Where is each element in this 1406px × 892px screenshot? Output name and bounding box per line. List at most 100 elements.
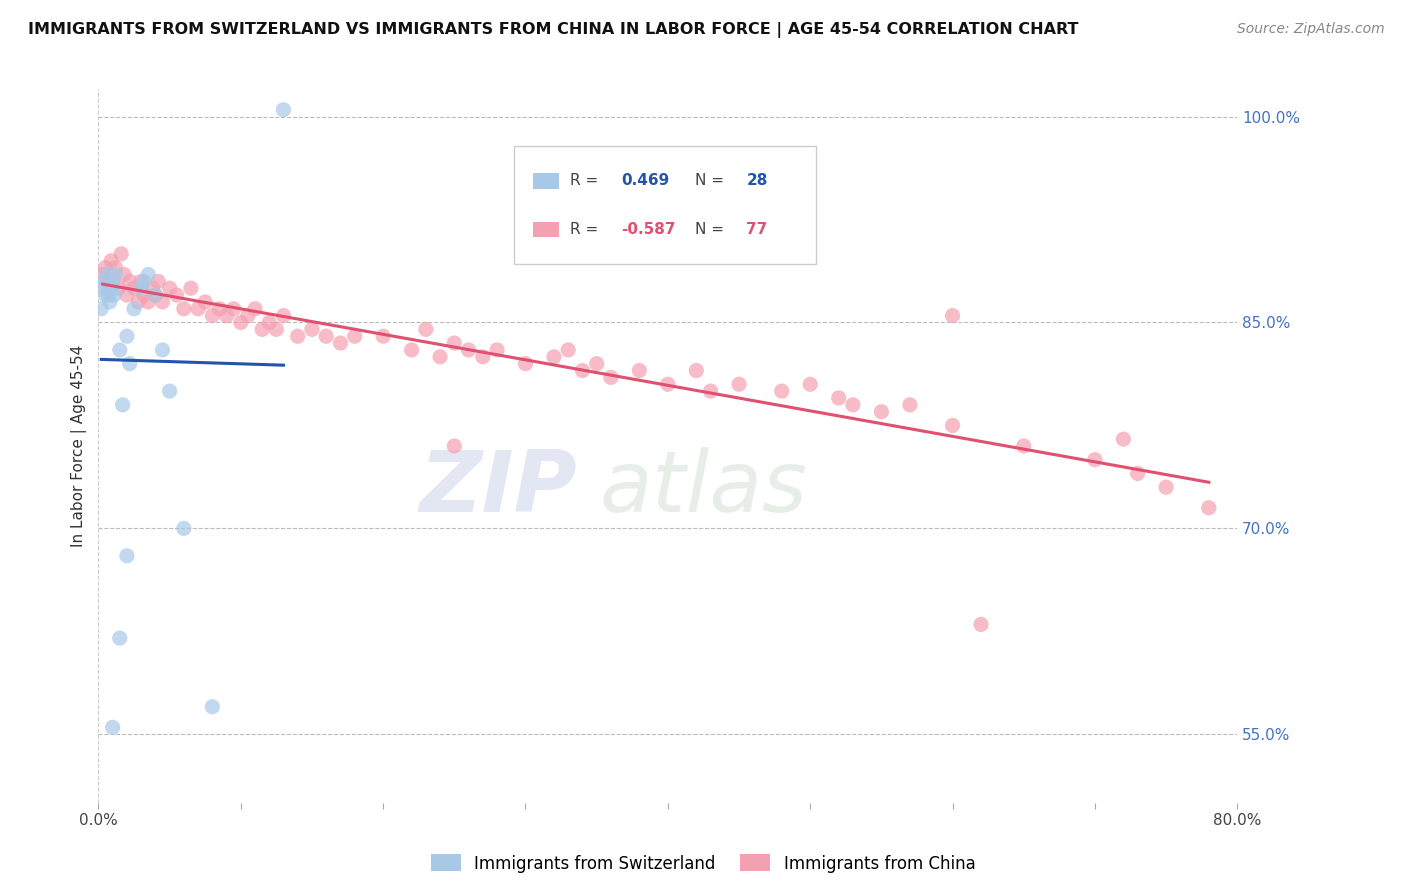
Point xyxy=(515,357,537,371)
Point xyxy=(132,274,155,288)
Point xyxy=(315,329,337,343)
Point xyxy=(93,281,115,295)
Point xyxy=(471,350,494,364)
Point xyxy=(101,274,124,288)
Point xyxy=(159,384,181,398)
Point xyxy=(201,699,224,714)
Point xyxy=(628,363,651,377)
Point xyxy=(108,631,131,645)
Point xyxy=(108,343,131,357)
Point xyxy=(159,281,181,295)
Legend: Immigrants from Switzerland, Immigrants from China: Immigrants from Switzerland, Immigrants … xyxy=(425,847,981,880)
Point xyxy=(543,350,565,364)
Point xyxy=(136,294,159,309)
FancyBboxPatch shape xyxy=(533,221,558,237)
Point xyxy=(152,294,174,309)
Point xyxy=(301,322,323,336)
Point xyxy=(166,288,188,302)
Point xyxy=(229,316,252,330)
FancyBboxPatch shape xyxy=(515,146,815,264)
Point xyxy=(98,294,121,309)
Point xyxy=(699,384,721,398)
Point xyxy=(243,301,266,316)
Point xyxy=(90,301,112,316)
Point xyxy=(770,384,793,398)
Point xyxy=(100,281,122,295)
Point xyxy=(222,301,245,316)
Point xyxy=(585,357,607,371)
Point xyxy=(828,391,851,405)
Point xyxy=(148,274,170,288)
Point xyxy=(401,343,423,357)
Point xyxy=(273,309,295,323)
Point xyxy=(187,301,209,316)
Point xyxy=(94,260,117,275)
Text: N =: N = xyxy=(695,222,730,237)
Point xyxy=(343,329,366,343)
Point xyxy=(443,439,465,453)
Point xyxy=(273,103,295,117)
Point xyxy=(1112,432,1135,446)
Text: 77: 77 xyxy=(747,222,768,237)
Point xyxy=(898,398,921,412)
Point xyxy=(215,309,238,323)
Text: -0.587: -0.587 xyxy=(621,222,676,237)
Point xyxy=(266,322,288,336)
Point xyxy=(118,274,141,288)
Point xyxy=(104,268,127,282)
Point xyxy=(91,274,114,288)
Point xyxy=(250,322,273,336)
Point xyxy=(127,294,149,309)
FancyBboxPatch shape xyxy=(533,173,558,189)
Text: ZIP: ZIP xyxy=(419,447,576,531)
Point xyxy=(110,247,132,261)
Point xyxy=(129,281,152,295)
Point xyxy=(970,617,993,632)
Point xyxy=(180,281,202,295)
Point xyxy=(942,418,965,433)
Point xyxy=(208,301,231,316)
Point xyxy=(371,329,394,343)
Point xyxy=(107,281,129,295)
Point xyxy=(122,281,145,295)
Point xyxy=(173,301,195,316)
Point xyxy=(115,549,138,563)
Text: Source: ZipAtlas.com: Source: ZipAtlas.com xyxy=(1237,22,1385,37)
Point xyxy=(136,268,159,282)
Point xyxy=(457,343,479,357)
Text: N =: N = xyxy=(695,173,730,188)
Point xyxy=(141,281,163,295)
Point xyxy=(103,288,125,302)
Point xyxy=(1154,480,1177,494)
Point xyxy=(942,309,965,323)
Point xyxy=(685,363,707,377)
Point xyxy=(259,316,281,330)
Point xyxy=(600,370,623,384)
Point xyxy=(429,350,451,364)
Point xyxy=(728,377,751,392)
Point xyxy=(571,363,593,377)
Point xyxy=(173,521,195,535)
Point xyxy=(486,343,509,357)
Point xyxy=(97,288,120,302)
Point xyxy=(842,398,865,412)
Point xyxy=(194,294,217,309)
Point xyxy=(111,398,134,412)
Point xyxy=(443,336,465,351)
Point xyxy=(122,301,145,316)
Point xyxy=(101,274,124,288)
Text: atlas: atlas xyxy=(599,447,807,531)
Point xyxy=(115,329,138,343)
Point xyxy=(97,274,120,288)
Point xyxy=(1084,452,1107,467)
Point xyxy=(557,343,579,357)
Point xyxy=(91,268,114,282)
Point xyxy=(799,377,821,392)
Point xyxy=(115,288,138,302)
Point xyxy=(101,720,124,734)
Point xyxy=(94,288,117,302)
Point xyxy=(100,253,122,268)
Point xyxy=(287,329,309,343)
Point xyxy=(96,268,118,282)
Text: IMMIGRANTS FROM SWITZERLAND VS IMMIGRANTS FROM CHINA IN LABOR FORCE | AGE 45-54 : IMMIGRANTS FROM SWITZERLAND VS IMMIGRANT… xyxy=(28,22,1078,38)
